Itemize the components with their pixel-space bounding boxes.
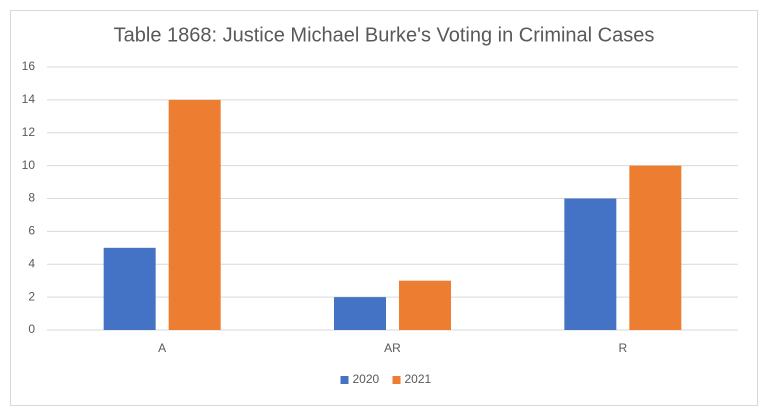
x-tick-label: R (618, 341, 627, 355)
y-tick-label: 14 (22, 92, 36, 106)
legend-label: 2021 (405, 372, 432, 386)
y-tick-label: 2 (28, 289, 35, 303)
legend-label: 2020 (353, 372, 380, 386)
bar (629, 165, 682, 330)
bar (564, 198, 617, 330)
legend-swatch (340, 376, 349, 384)
y-tick-label: 0 (28, 322, 35, 336)
bar (168, 99, 221, 330)
bar (103, 247, 156, 330)
x-tick-label: AR (384, 341, 401, 355)
y-tick-label: 8 (28, 191, 35, 205)
y-tick-label: 4 (28, 256, 35, 270)
y-tick-label: 6 (28, 224, 35, 238)
y-tick-label: 16 (22, 59, 36, 73)
bar (334, 297, 386, 330)
y-tick-label: 10 (22, 158, 36, 172)
chart-title: Table 1868: Justice Michael Burke's Voti… (114, 24, 655, 46)
bar (399, 280, 451, 330)
y-tick-label: 12 (22, 125, 36, 139)
x-tick-label: A (158, 341, 166, 355)
legend-swatch (392, 376, 401, 384)
